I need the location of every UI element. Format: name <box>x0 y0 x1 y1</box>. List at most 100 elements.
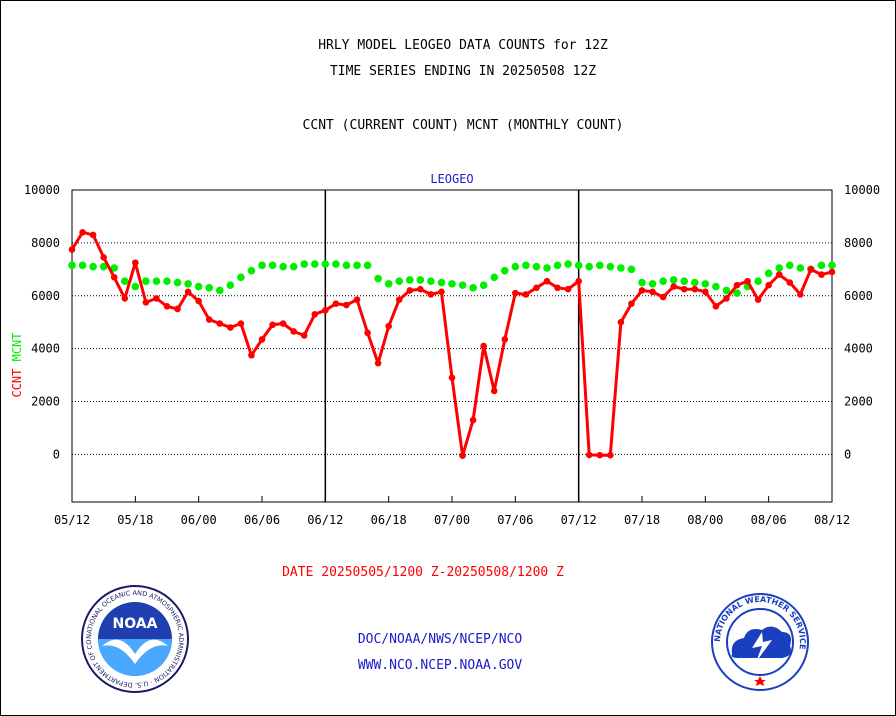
y-tick-label-left: 2000 <box>31 395 60 409</box>
plot-border <box>71 189 833 503</box>
mcnt-point <box>680 277 689 286</box>
y-tick-label-right: 10000 <box>844 183 880 197</box>
x-tick-label: 07/12 <box>561 513 597 527</box>
ccnt-point <box>322 307 329 314</box>
mcnt-point <box>754 277 762 286</box>
mcnt-point <box>564 260 572 268</box>
ccnt-point <box>469 416 477 424</box>
ccnt-point <box>691 285 699 293</box>
ccnt-point <box>110 273 118 281</box>
mcnt-point <box>595 261 604 270</box>
ccnt-point <box>828 268 836 276</box>
ccnt-point <box>733 281 741 289</box>
mcnt-point <box>99 262 108 271</box>
y-axis-label-space <box>10 361 24 368</box>
ccnt-point <box>385 322 392 330</box>
mcnt-point <box>828 261 836 270</box>
ccnt-line <box>70 230 833 458</box>
ccnt-point <box>765 281 772 289</box>
ccnt-point <box>712 303 720 310</box>
mcnt-point <box>163 277 171 286</box>
ccnt-point <box>490 387 498 395</box>
mcnt-point <box>638 278 646 287</box>
noaa-logo: NOAA NATIONAL OCEANIC AND ATMOSPHERIC AD… <box>80 584 189 693</box>
ccnt-point <box>564 285 572 293</box>
mcnt-point <box>279 262 287 271</box>
mcnt-point <box>405 276 414 284</box>
x-tick-label: 07/18 <box>624 513 660 527</box>
mcnt-point <box>669 276 678 284</box>
ccnt-point <box>174 305 181 313</box>
x-tick-label: 06/18 <box>371 513 407 527</box>
series-layer <box>68 229 836 460</box>
mcnt-point <box>469 284 477 292</box>
ccnt-point <box>163 303 171 310</box>
mcnt-point <box>342 261 351 270</box>
mcnt-point <box>553 261 562 270</box>
ccnt-point <box>227 324 234 331</box>
ccnt-point <box>754 296 762 304</box>
mcnt-point <box>574 261 583 270</box>
mcnt-point <box>215 286 224 295</box>
x-tick-label: 07/06 <box>497 513 533 527</box>
y-tick-label-left: 6000 <box>31 289 60 303</box>
mcnt-point <box>585 262 594 271</box>
mcnt-point <box>458 281 467 289</box>
ccnt-point <box>501 336 509 343</box>
y-tick-label-left: 0 <box>53 447 60 461</box>
mcnt-point <box>152 277 161 286</box>
ccnt-point <box>438 288 445 296</box>
ccnt-point <box>702 288 709 296</box>
mcnt-point <box>733 289 741 297</box>
ccnt-point <box>807 266 815 273</box>
ccnt-point <box>184 288 192 296</box>
y-tick-label-right: 4000 <box>844 342 873 356</box>
mcnt-point <box>289 262 298 271</box>
x-tick-label: 06/06 <box>244 513 280 527</box>
x-tick-label: 06/12 <box>307 513 343 527</box>
ccnt-point <box>480 342 487 350</box>
ccnt-point <box>89 231 97 239</box>
ccnt-point <box>142 299 150 306</box>
chart-title: HRLY MODEL LEOGEO DATA COUNTS for 12Z <box>318 38 608 53</box>
y-tick-label-left: 8000 <box>31 236 60 250</box>
ccnt-point <box>670 283 677 290</box>
mcnt-point <box>511 262 520 271</box>
mcnt-point <box>690 278 699 287</box>
mcnt-point <box>532 262 541 271</box>
y-tick-label-right: 0 <box>844 447 851 461</box>
mcnt-point <box>268 261 277 270</box>
mcnt-point <box>427 277 435 286</box>
y-tick-label-right: 8000 <box>844 236 873 250</box>
ccnt-point <box>659 293 667 301</box>
mcnt-point <box>384 280 393 288</box>
x-tick-label: 08/00 <box>687 513 723 527</box>
ccnt-point <box>744 277 751 285</box>
y-tick-label-right: 2000 <box>844 395 873 409</box>
mcnt-point <box>701 280 710 288</box>
mcnt-point <box>78 261 87 270</box>
mcnt-point <box>194 282 203 291</box>
mcnt-point <box>247 266 256 275</box>
mcnt-point <box>500 266 509 275</box>
ccnt-point <box>786 279 794 286</box>
ccnt-point <box>723 295 730 302</box>
mcnt-point <box>226 281 235 289</box>
mcnt-point <box>89 262 97 271</box>
mcnt-point <box>796 264 805 272</box>
mcnt-point <box>205 284 214 292</box>
organization-label: DOC/NOAA/NWS/NCEP/NCO <box>357 632 523 647</box>
website-link[interactable]: WWW.NCO.NCEP.NOAA.GOV <box>357 658 523 673</box>
mcnt-point <box>490 273 499 282</box>
ccnt-point <box>258 336 266 343</box>
noaa-logo-text: NOAA <box>113 616 158 632</box>
mcnt-point <box>184 280 192 288</box>
ccnt-point <box>680 285 688 293</box>
ccnt-point <box>575 277 582 285</box>
ccnt-point <box>522 291 530 298</box>
ccnt-point <box>237 320 245 327</box>
ccnt-point <box>543 277 551 285</box>
mcnt-point <box>712 282 720 291</box>
ccnt-point <box>554 284 561 292</box>
